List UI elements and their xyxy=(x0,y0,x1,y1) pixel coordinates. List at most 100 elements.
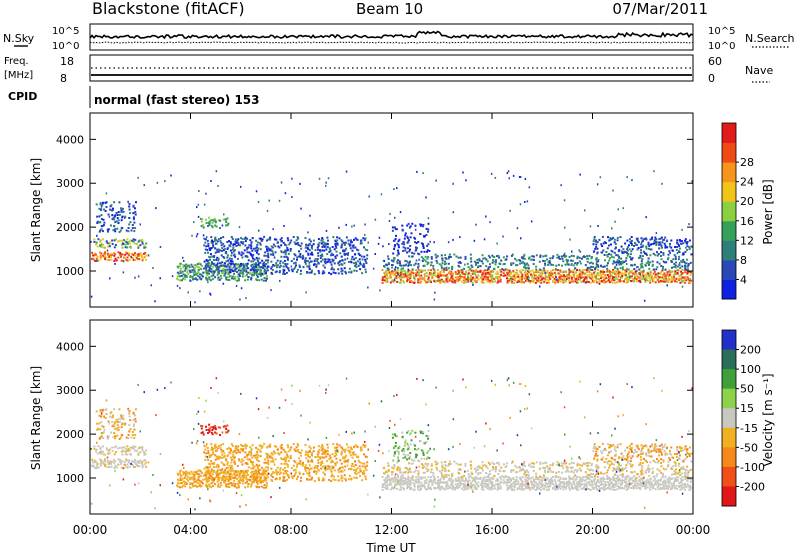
velocity-cell xyxy=(206,481,209,484)
velocity-cell xyxy=(310,458,313,461)
power-cell xyxy=(414,228,417,231)
velocity-cell xyxy=(217,473,220,476)
power-cell xyxy=(608,239,611,242)
velocity-cell xyxy=(326,453,329,456)
velocity-cell xyxy=(431,482,434,485)
power-cell xyxy=(666,271,669,274)
velocity-cell xyxy=(340,446,343,449)
velocity-cell xyxy=(522,483,525,486)
velocity-cell xyxy=(209,465,211,468)
power-cell xyxy=(210,270,213,273)
power-cell xyxy=(232,266,235,269)
power-cell xyxy=(336,242,338,245)
power-cell xyxy=(130,255,132,258)
velocity-cell xyxy=(247,482,250,485)
power-cell xyxy=(669,242,671,245)
power-cell xyxy=(345,253,347,255)
velocity-cell xyxy=(299,462,302,465)
power-cell xyxy=(566,261,569,264)
velocity-cell xyxy=(508,476,511,479)
power-cell xyxy=(542,277,545,280)
power-cell xyxy=(141,255,143,258)
power-cell xyxy=(124,240,127,243)
power-cell xyxy=(406,241,409,244)
power-cell xyxy=(621,252,623,254)
power-cell xyxy=(535,268,538,271)
velocity-cell xyxy=(217,464,220,467)
power-cell xyxy=(541,278,544,281)
power-cell xyxy=(236,271,239,273)
power-cell xyxy=(648,245,651,248)
velocity-cell xyxy=(214,444,217,447)
velocity-cell xyxy=(244,451,247,454)
velocity-cell xyxy=(104,465,107,468)
velocity-cell xyxy=(384,478,387,481)
power-cell xyxy=(435,259,438,262)
power-cell xyxy=(647,257,650,260)
velocity-cell xyxy=(259,479,262,482)
power-cell xyxy=(340,270,343,273)
power-cell xyxy=(580,270,583,273)
power-cell xyxy=(237,263,240,266)
power-cell xyxy=(667,275,670,278)
velocity-cell xyxy=(232,457,235,460)
power-cell xyxy=(293,253,296,256)
velocity-cell xyxy=(230,469,233,472)
power-cell xyxy=(224,270,227,273)
power-cell xyxy=(393,239,396,242)
power-cell xyxy=(512,269,515,272)
power-cell xyxy=(682,242,685,245)
power-cell xyxy=(313,263,316,266)
power-cell xyxy=(544,260,546,262)
power-cell xyxy=(629,275,631,278)
power-cell xyxy=(600,243,603,246)
power-cell xyxy=(388,243,390,246)
power-cell xyxy=(117,240,120,243)
velocity-cell xyxy=(252,454,255,457)
power-cell xyxy=(586,269,588,271)
power-cell xyxy=(595,274,598,276)
power-cell xyxy=(567,273,570,276)
power-cell xyxy=(684,239,687,242)
velocity-cell xyxy=(385,479,388,482)
velocity-cell xyxy=(438,486,441,489)
power-cell xyxy=(143,252,145,255)
velocity-cell xyxy=(340,453,343,456)
power-cell xyxy=(380,193,383,196)
power-cell xyxy=(404,273,407,276)
power-cell xyxy=(607,279,610,282)
power-cell xyxy=(238,279,240,282)
power-cell xyxy=(657,281,660,284)
power-cell xyxy=(217,266,220,269)
power-cell xyxy=(686,241,689,244)
power-cell xyxy=(368,195,370,198)
velocity-cell xyxy=(106,435,109,438)
power-cell xyxy=(244,240,247,243)
power-cell xyxy=(661,267,664,270)
power-cell xyxy=(226,268,229,271)
velocity-cell xyxy=(315,470,318,473)
power-cell xyxy=(495,255,498,258)
power-cell xyxy=(423,279,426,282)
power-cell xyxy=(340,255,343,258)
power-cell xyxy=(482,281,485,284)
power-cell xyxy=(198,276,201,279)
power-cell xyxy=(615,274,618,276)
power-cell xyxy=(407,247,410,250)
velocity-cell xyxy=(548,481,550,484)
power-cell xyxy=(477,274,480,277)
power-cell xyxy=(284,253,287,256)
velocity-cell xyxy=(557,479,560,482)
power-cell xyxy=(288,243,291,246)
power-cell xyxy=(596,247,599,250)
power-cell xyxy=(116,227,119,230)
power-cell xyxy=(472,271,475,274)
velocity-cell xyxy=(249,459,252,462)
velocity-cell xyxy=(256,481,258,484)
velocity-cell xyxy=(558,483,561,486)
velocity-cell xyxy=(122,414,124,417)
power-cell xyxy=(454,279,456,282)
velocity-cell xyxy=(251,444,254,447)
power-cell xyxy=(196,206,198,209)
power-cell xyxy=(232,250,235,253)
